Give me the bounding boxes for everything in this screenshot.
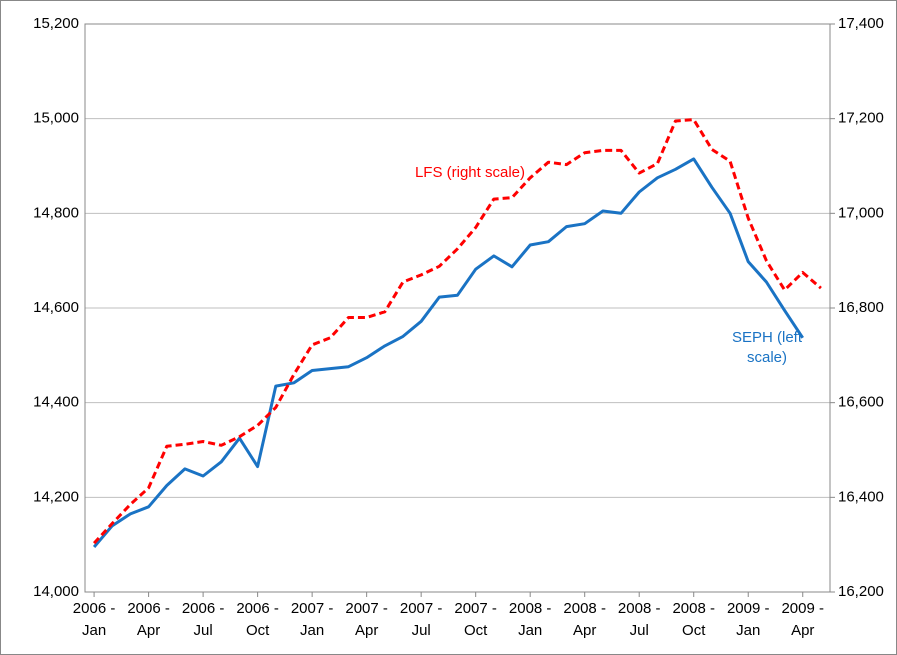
y-tick-label: 14,200 bbox=[33, 488, 79, 505]
y2-tick-label: 17,400 bbox=[838, 15, 884, 32]
x-tick-label: 2006 - Jan bbox=[72, 600, 116, 639]
x-tick-label: 2007 - Jul bbox=[399, 600, 443, 639]
x-tick-label: 2008 - Apr bbox=[563, 600, 606, 639]
x-tick-label: 2006 - Oct bbox=[236, 600, 279, 639]
y-tick-label: 14,600 bbox=[33, 299, 79, 316]
x-tick-label: 2006 - Jul bbox=[181, 600, 225, 639]
x-tick-label: 2008 - Jul bbox=[617, 600, 661, 639]
annotation: SEPH (left scale) bbox=[731, 329, 803, 366]
x-tick-label: 2007 - Jan bbox=[290, 600, 334, 639]
x-tick-label: 2009 - Apr bbox=[781, 600, 824, 639]
y-tick-label: 14,400 bbox=[33, 394, 79, 411]
annotation: LFS (right scale) bbox=[414, 164, 526, 181]
y-tick-label: 15,000 bbox=[33, 110, 79, 127]
x-tick-label: 2009 - Jan bbox=[726, 600, 770, 639]
y-tick-label: 15,200 bbox=[33, 15, 79, 32]
x-tick-label: 2008 - Oct bbox=[672, 600, 715, 639]
series-line bbox=[92, 118, 822, 545]
y2-tick-label: 17,000 bbox=[838, 204, 884, 221]
y-tick-label: 14,800 bbox=[33, 204, 79, 221]
x-tick-label: 2007 - Apr bbox=[345, 600, 388, 639]
x-tick-label: 2008 - Jan bbox=[508, 600, 552, 639]
x-tick-label: 2006 - Apr bbox=[127, 600, 170, 639]
x-tick-label: 2007 - Oct bbox=[454, 600, 497, 639]
y2-tick-label: 16,600 bbox=[838, 394, 884, 411]
series-line bbox=[92, 157, 804, 548]
y2-tick-label: 16,200 bbox=[838, 583, 884, 600]
plot-frame bbox=[84, 23, 831, 593]
y2-tick-label: 16,800 bbox=[838, 299, 884, 316]
y2-tick-label: 16,400 bbox=[838, 488, 884, 505]
y-tick-label: 14,000 bbox=[33, 583, 79, 600]
y2-tick-label: 17,200 bbox=[838, 110, 884, 127]
